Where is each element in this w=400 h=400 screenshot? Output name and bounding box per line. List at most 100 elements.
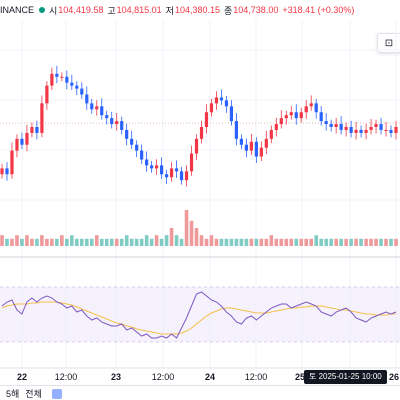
candle-body: [20, 138, 24, 145]
volume-bar: [259, 238, 264, 246]
candle-body: [70, 82, 74, 86]
close-value: 104,738.00: [233, 5, 279, 15]
time-label: 26: [389, 372, 399, 382]
volume-bar: [224, 238, 229, 246]
candle-body: [60, 76, 64, 78]
candle-body: [179, 171, 184, 181]
candle-body: [150, 165, 154, 169]
volume-bar: [214, 238, 219, 246]
candle-body: [319, 112, 323, 122]
candle-body: [159, 165, 164, 175]
volume-bar: [20, 238, 24, 246]
volume-bar: [249, 238, 254, 246]
volume-bar: [159, 238, 164, 246]
zoom-button[interactable]: ⊡: [377, 33, 400, 53]
volume-bar: [234, 238, 239, 246]
volume-bar: [379, 238, 383, 246]
volume-bar: [0, 235, 4, 246]
candle-body: [40, 103, 44, 133]
candle-body: [199, 127, 204, 139]
ohlc-legend: INANCE 시 104,419.58 고 104,815.01 저 104,3…: [0, 2, 358, 18]
time-label: 22: [17, 372, 27, 382]
candle-body: [224, 100, 229, 107]
calendar-icon[interactable]: [51, 388, 62, 399]
candle-body: [90, 103, 94, 110]
volume-bar: [239, 238, 244, 246]
candle-body: [100, 106, 104, 116]
candle-body: [339, 124, 343, 130]
candle-body: [204, 112, 209, 127]
volume-bar: [174, 235, 179, 246]
volume-bar: [119, 238, 124, 246]
volume-bar: [324, 238, 328, 246]
candle-body: [184, 171, 189, 181]
volume-bar: [359, 238, 363, 246]
candle-body: [174, 168, 179, 172]
volume-bar: [65, 238, 69, 246]
volume-bar: [194, 228, 199, 246]
candle-body: [379, 124, 383, 130]
volume-bar: [199, 235, 204, 246]
volume-bar: [189, 220, 194, 246]
market-status-dot: [39, 7, 46, 13]
candle-body: [239, 138, 243, 145]
candle-body: [279, 118, 283, 125]
candle-body: [130, 138, 134, 145]
volume-bar: [139, 238, 144, 246]
candle-body: [344, 127, 348, 130]
volume-bar: [5, 238, 9, 246]
volume-bar: [244, 238, 249, 246]
candle-body: [189, 153, 194, 172]
time-label: 25: [295, 372, 305, 382]
candle-body: [110, 118, 114, 125]
candle-body: [299, 112, 303, 119]
candle-body: [125, 129, 129, 139]
candle-body: [214, 97, 219, 104]
candle-body: [80, 88, 84, 95]
volume-bar: [79, 238, 84, 246]
volume-bar: [84, 238, 89, 246]
candle-body: [349, 127, 353, 133]
volume-bar: [45, 238, 49, 246]
volume-bar: [384, 238, 388, 246]
candle-body: [10, 150, 14, 175]
open-label: 시: [49, 5, 58, 16]
candle-body: [65, 76, 69, 83]
candle-body: [219, 97, 224, 101]
time-label: 12:00: [245, 372, 268, 382]
volume-bar: [70, 235, 74, 246]
volume-bar: [99, 238, 104, 246]
candle-body: [164, 174, 169, 178]
volume-bar: [75, 238, 79, 246]
all-range-button[interactable]: 전체: [25, 389, 42, 399]
volume-bar: [309, 238, 314, 246]
volume-bar: [269, 235, 274, 246]
open-value: 104,419.58: [58, 5, 104, 15]
change-value: +318.41 (+0.30%): [282, 5, 355, 15]
candle-body: [249, 141, 253, 151]
time-label: 24: [205, 372, 215, 382]
volume-bar: [134, 238, 139, 246]
volume-bar: [149, 238, 154, 246]
interval-button[interactable]: 5해: [6, 389, 20, 399]
candle-body: [0, 168, 4, 175]
volume-bar: [10, 238, 14, 246]
volume-bar: [169, 228, 174, 246]
volume-bar: [389, 238, 393, 246]
volume-bar: [274, 238, 279, 246]
volume-bar: [314, 235, 319, 246]
candle-body: [359, 129, 363, 133]
volume-bar: [264, 238, 269, 246]
candle-body: [374, 124, 378, 127]
candle-body: [209, 103, 214, 113]
volume-layer: [0, 210, 398, 246]
candle-body: [45, 85, 49, 104]
rsi-ma-line: [1, 301, 396, 335]
candle-body: [155, 165, 159, 169]
candle-body: [120, 121, 124, 130]
volume-bar: [284, 238, 289, 246]
volume-bar: [184, 210, 189, 246]
volume-bar: [354, 238, 358, 246]
